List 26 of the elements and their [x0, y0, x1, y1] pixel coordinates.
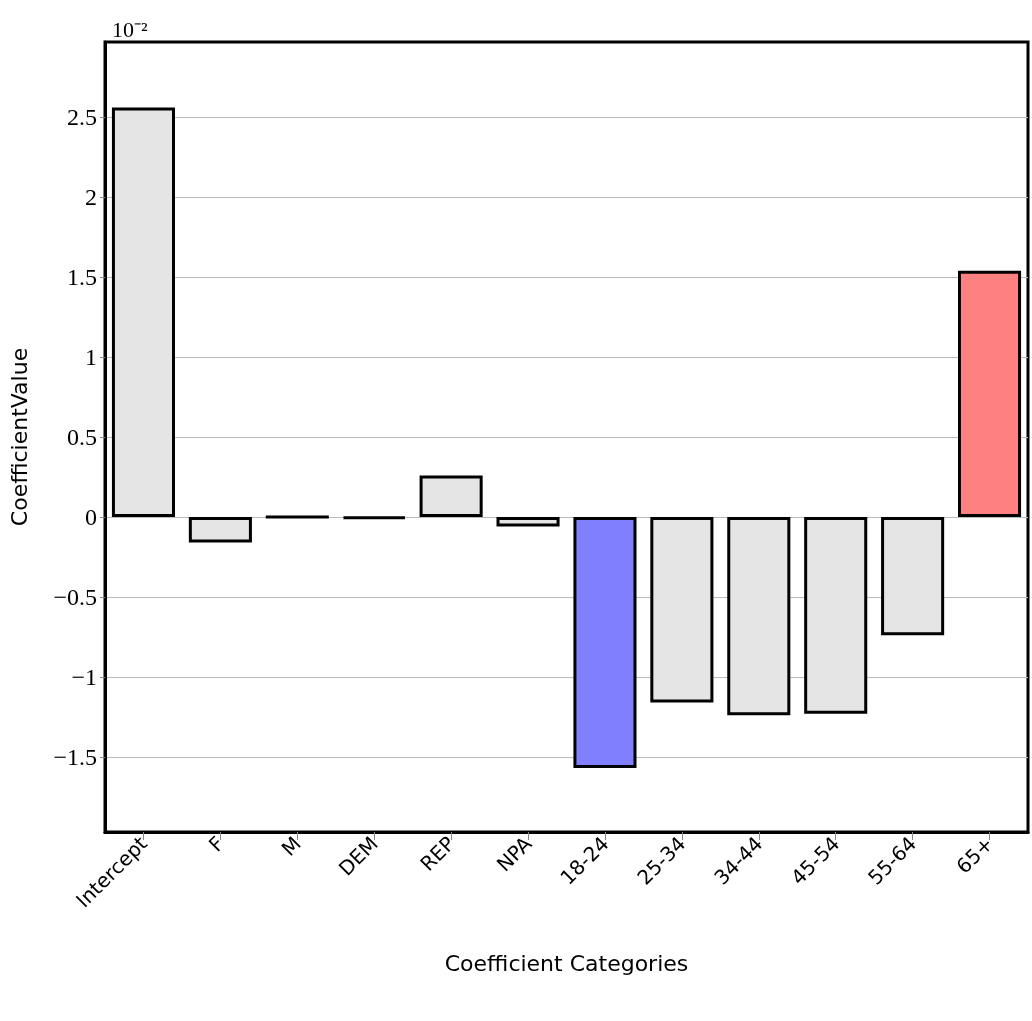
bar	[419, 475, 483, 517]
y-tick-label: 1.5	[67, 264, 97, 291]
x-tick-label: 65+	[951, 831, 999, 879]
x-tick-label: M	[276, 831, 306, 861]
x-tick-label: NPA	[491, 831, 537, 877]
bar	[188, 516, 252, 543]
y-tick-label: 2.5	[67, 104, 97, 131]
text: 10⁻²	[112, 16, 148, 42]
x-tick-label: F	[203, 831, 229, 857]
bar	[650, 516, 714, 703]
bar	[804, 516, 868, 714]
y-tick-label: 2	[85, 184, 97, 211]
y-tick-label: 1	[85, 344, 97, 371]
y-tick-label: −1	[71, 663, 97, 690]
bar	[573, 516, 637, 769]
bar	[881, 516, 945, 636]
y-tick-label: 0	[85, 503, 97, 530]
x-axis-title: Coefficient Categories	[444, 950, 689, 976]
bar	[496, 516, 560, 527]
y-tick-label: 0.5	[67, 424, 97, 450]
y-tick-label: −0.5	[53, 583, 97, 610]
y-axis-title: CoefficientValue	[6, 347, 32, 527]
bar	[727, 516, 791, 716]
bar	[111, 107, 175, 517]
y-tick-label: −1.5	[53, 743, 97, 770]
bar	[958, 270, 1022, 517]
